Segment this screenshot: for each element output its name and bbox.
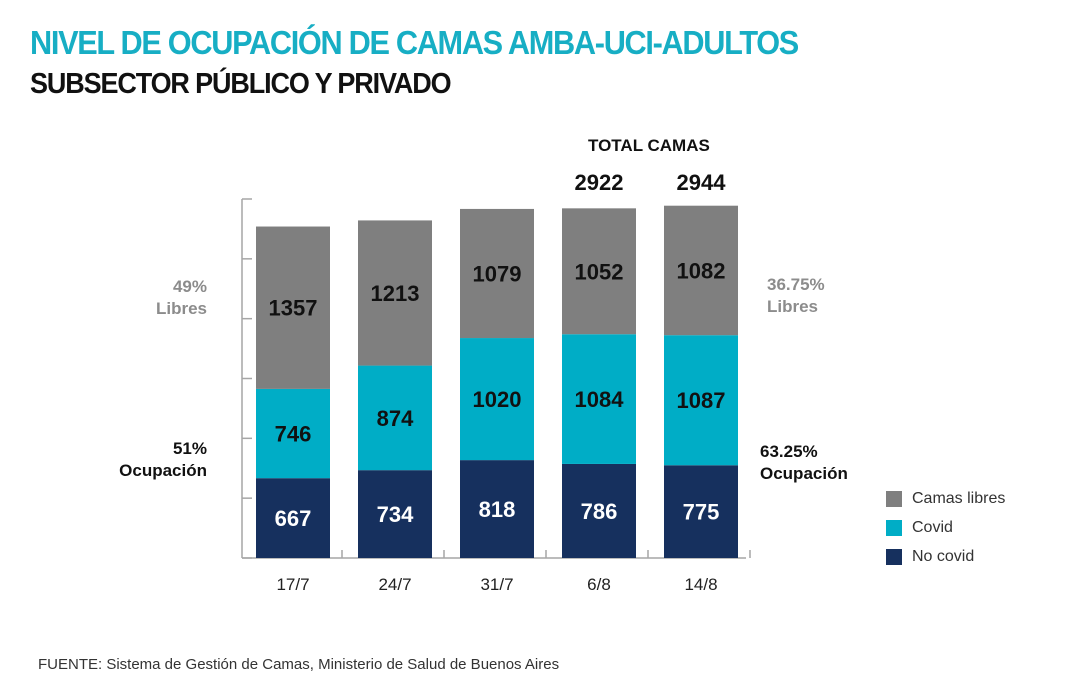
bar-segment-camas-libres [460,208,534,339]
data-label-camas-libres: 1082 [677,258,726,283]
right-ocupacion-annotation: 63.25% Ocupación [760,441,848,485]
bar-segment-camas-libres [664,205,738,336]
legend-item-covid: Covid [886,513,1005,542]
chart-subtitle: SUBSECTOR PÚBLICO Y PRIVADO [30,68,452,100]
data-label-covid: 1020 [473,387,522,412]
data-label-covid: 874 [377,406,414,431]
left-libres-annotation: 49% Libres [156,276,207,320]
x-tick-label: 6/8 [587,575,611,594]
x-tick-label: 17/7 [276,575,309,594]
bar-segment-camas-libres [358,220,432,366]
data-label-no-covid: 775 [683,500,720,525]
x-tick-label: 14/8 [684,575,717,594]
legend-swatch-no-covid [886,548,902,565]
left-ocupacion-annotation: 51% Ocupación [119,438,207,482]
bar-segment-no-covid [256,478,330,558]
legend-label-no-covid: No covid [912,547,975,565]
legend-item-camas-libres: Camas libres [886,484,1005,513]
bar-segment-camas-libres [562,208,636,335]
data-label-covid: 1087 [677,388,726,413]
total-camas-value-6-8: 2922 [574,170,624,195]
legend-item-no-covid: No covid [886,542,1005,571]
bar-segment-no-covid [562,463,636,558]
data-label-camas-libres: 1213 [371,281,420,306]
x-tick-label: 24/7 [378,575,411,594]
chart-title: NIVEL DE OCUPACIÓN DE CAMAS AMBA-UCI-ADU… [30,24,799,61]
right-ocupacion-label: Ocupación [760,464,848,483]
data-label-covid: 746 [275,422,312,447]
left-ocupacion-label: Ocupación [119,461,207,480]
legend: Camas libres Covid No covid [886,484,1005,571]
left-ocupacion-pct: 51% [172,439,207,458]
bar-segment-covid [562,334,636,464]
legend-swatch-covid [886,519,902,536]
data-label-camas-libres: 1357 [269,296,318,321]
right-libres-annotation: 36.75% Libres [767,274,825,318]
total-camas-label: TOTAL CAMAS [588,136,710,155]
bar-segment-covid [358,365,432,471]
bars: 667 746 1357 734 874 1213 818 1020 1079 786 1084 10… [256,205,738,558]
total-camas-value-14-8: 2944 [676,170,726,195]
data-label-no-covid: 667 [275,506,312,531]
legend-swatch-camas-libres [886,490,902,507]
left-libres-label: Libres [155,299,207,318]
source-note: FUENTE: Sistema de Gestión de Camas, Min… [38,656,560,673]
left-libres-pct: 49% [172,277,207,296]
data-label-no-covid: 818 [479,497,516,522]
data-label-camas-libres: 1079 [473,261,522,286]
right-libres-label: Libres [767,297,819,316]
bar-segment-no-covid [358,470,432,558]
x-tick-labels: 17/7 24/7 31/7 6/8 14/8 [276,575,717,594]
data-label-covid: 1084 [575,387,625,412]
data-label-no-covid: 786 [581,499,618,524]
data-label-no-covid: 734 [377,502,414,527]
bar-segment-no-covid [664,465,738,558]
bar-segment-camas-libres [256,226,330,389]
legend-label-covid: Covid [912,518,953,536]
bar-segment-covid [460,338,534,461]
bar-segment-covid [256,388,330,479]
x-tick-label: 31/7 [480,575,513,594]
data-label-camas-libres: 1052 [575,259,624,284]
right-libres-pct: 36.75% [767,275,825,294]
legend-label-camas-libres: Camas libres [912,489,1006,507]
right-ocupacion-pct: 63.25% [760,442,818,461]
bar-segment-covid [664,335,738,466]
bar-segment-no-covid [460,460,534,558]
